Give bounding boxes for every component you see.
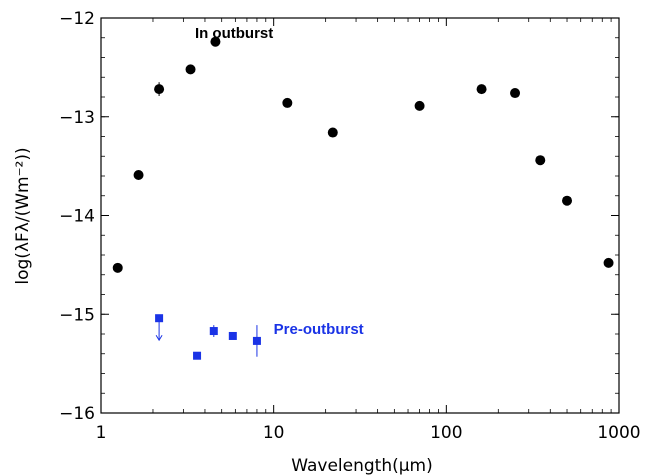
y-tick-label: −16 bbox=[59, 404, 95, 424]
upper-limit-arrowhead bbox=[155, 334, 163, 342]
data-point bbox=[535, 155, 546, 166]
y-tick-label: −13 bbox=[59, 108, 95, 128]
data-point bbox=[133, 170, 144, 181]
data-point bbox=[154, 84, 165, 95]
annotation-label: Pre-outburst bbox=[274, 321, 364, 338]
x-tick-label: 1 bbox=[96, 423, 107, 443]
axes bbox=[100, 17, 620, 414]
y-axis-label: log(λFλ/(Wm⁻²)) bbox=[13, 147, 33, 284]
y-tick-label: −14 bbox=[59, 207, 95, 227]
data-point bbox=[209, 327, 218, 336]
data-point bbox=[252, 336, 261, 345]
data-point bbox=[112, 262, 123, 273]
data-point bbox=[155, 314, 164, 323]
plot-frame bbox=[100, 17, 620, 414]
data-point bbox=[510, 88, 521, 99]
data-point bbox=[476, 84, 487, 95]
data-point bbox=[562, 195, 573, 206]
data-points bbox=[112, 36, 614, 360]
x-tick-label: 100 bbox=[430, 423, 462, 443]
x-tick-label: 10 bbox=[263, 423, 285, 443]
data-point bbox=[228, 331, 237, 340]
y-tick-label: −12 bbox=[59, 9, 95, 29]
data-point bbox=[193, 351, 202, 360]
chart-text: 1 10 100 1000 −12 −13 −14 −15 −16 In outburst Pre-… bbox=[59, 9, 641, 443]
data-point bbox=[210, 36, 221, 47]
data-point bbox=[327, 127, 338, 138]
data-point bbox=[282, 97, 293, 108]
y-tick-label: −15 bbox=[59, 305, 95, 325]
annotation-label: In outburst bbox=[195, 25, 273, 42]
data-point bbox=[603, 257, 614, 268]
x-tick-label: 1000 bbox=[597, 423, 640, 443]
x-axis-label: Wavelength(μm) bbox=[291, 456, 433, 476]
data-point bbox=[185, 64, 196, 75]
data-point bbox=[414, 100, 425, 111]
